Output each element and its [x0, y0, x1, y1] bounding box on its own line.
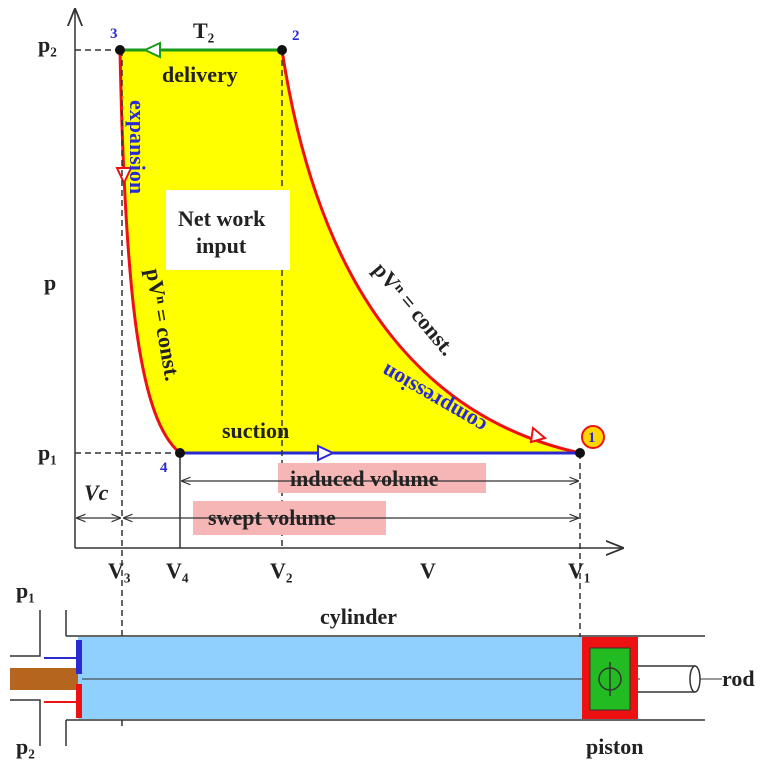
clearance-label: Vc: [84, 480, 109, 505]
swept-label: swept volume: [208, 505, 336, 530]
point-2: 2: [292, 28, 300, 44]
p1-label: p₁: [38, 440, 57, 465]
point-1: 1: [588, 430, 596, 446]
delivery-label: delivery: [162, 62, 238, 87]
v2-label: V₂: [270, 558, 293, 583]
net-work-line-2: input: [196, 233, 247, 258]
v-axis-label: V: [420, 558, 436, 583]
rod-label: rod: [722, 666, 755, 691]
v4-label: V₄: [166, 558, 189, 583]
cylinder-gas: [78, 637, 582, 719]
piston-rod: [638, 666, 695, 692]
expansion-label: expansion: [125, 100, 150, 194]
v1-label: V₁: [568, 558, 590, 583]
induced-label: induced volume: [290, 466, 439, 491]
v3-label: V₃: [108, 558, 131, 583]
cylinder-label: cylinder: [320, 604, 397, 629]
diagram: p₂ p₁ p T₂ 3 2 4 1 delivery suction expa…: [0, 0, 762, 764]
port-top-label: p₁: [16, 578, 35, 603]
compression-arrow: [531, 428, 545, 442]
point-3: 3: [110, 26, 118, 42]
delivery-valve: [76, 684, 82, 718]
rod-end: [690, 666, 700, 692]
p2-label: p₂: [38, 32, 57, 57]
suction-label: suction: [222, 418, 289, 443]
valve-stem: [10, 668, 78, 690]
net-work-line-1: Net work: [178, 206, 266, 231]
piston-label: piston: [586, 734, 643, 759]
p-axis-label: p: [44, 270, 56, 295]
point-4: 4: [160, 460, 168, 476]
port-bottom-label: p₂: [16, 734, 35, 759]
suction-valve: [76, 640, 82, 674]
temperature-label: T₂: [193, 18, 215, 43]
